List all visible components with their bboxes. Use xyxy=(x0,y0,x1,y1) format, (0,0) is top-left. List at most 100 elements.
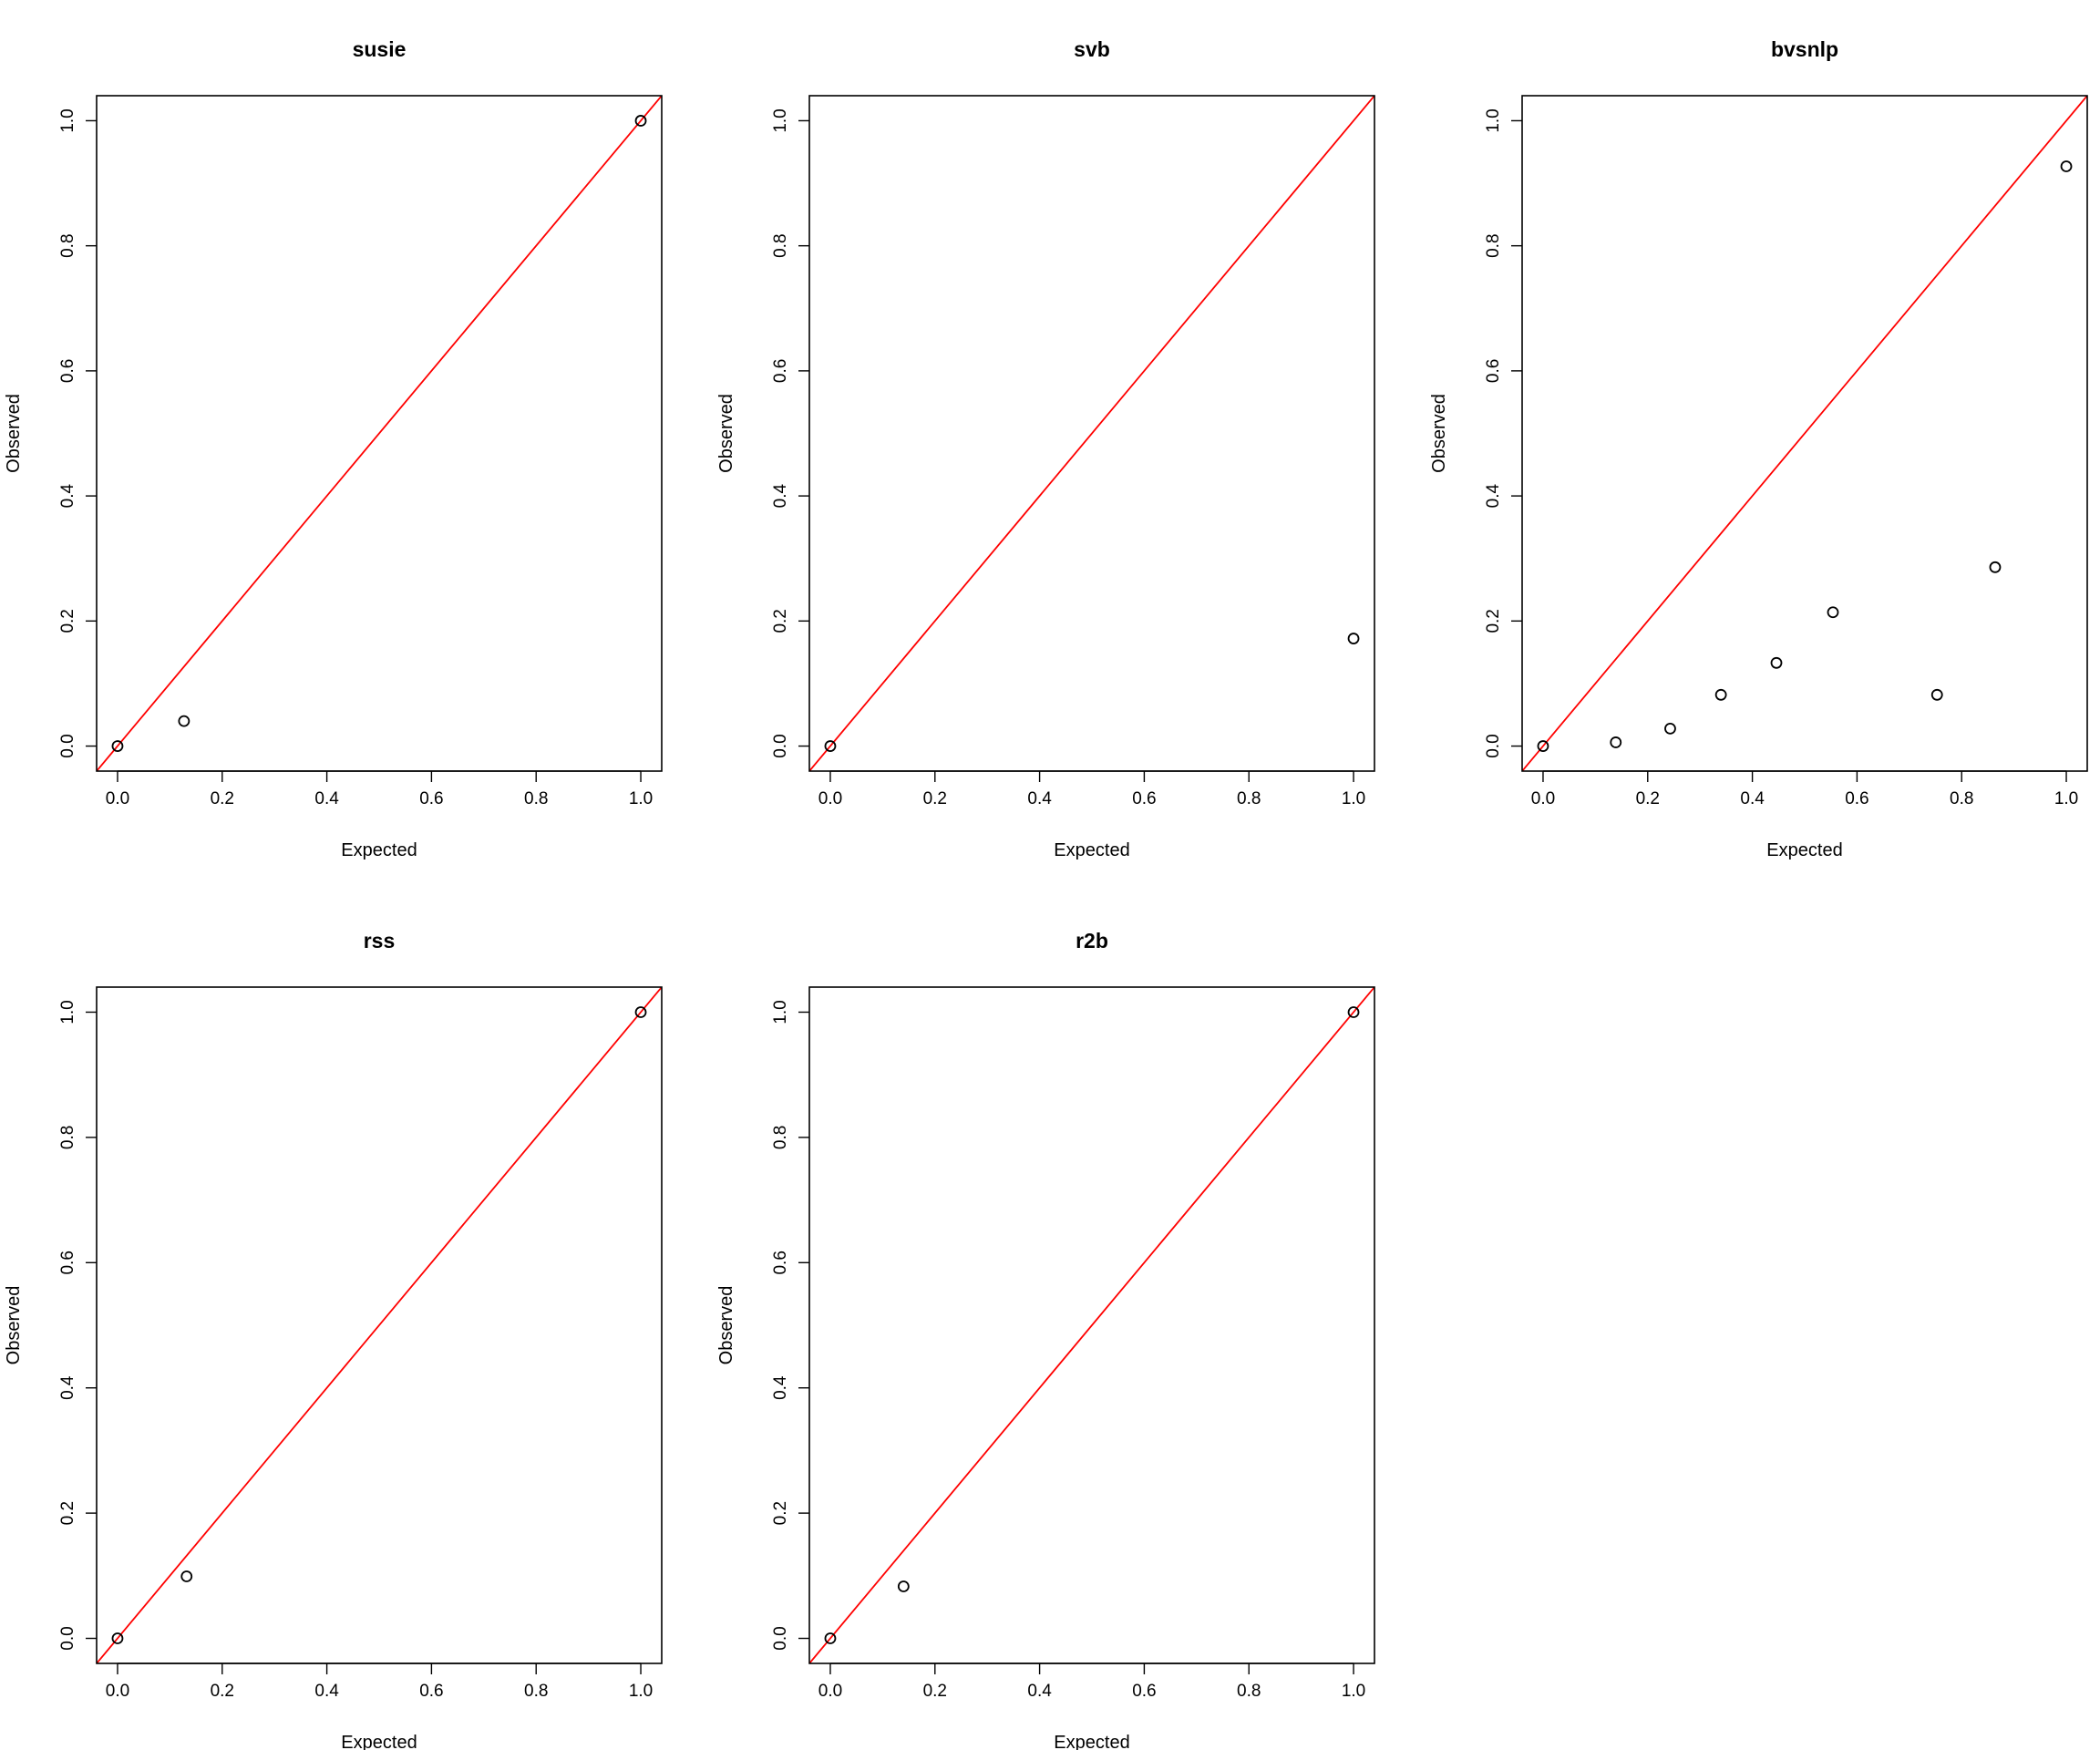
svb-x-axis-label: Expected xyxy=(1054,840,1129,860)
r2b-title: r2b xyxy=(1076,929,1108,952)
svb-x-tick-label-5: 1.0 xyxy=(1342,789,1365,808)
bvsnlp-y-tick-label-2: 0.4 xyxy=(1484,483,1503,508)
bvsnlp-y-tick-label-5: 1.0 xyxy=(1484,108,1503,132)
susie-x-tick-label-1: 0.2 xyxy=(211,789,234,808)
bvsnlp-x-tick-label-1: 0.2 xyxy=(1636,789,1660,808)
svb-point-1 xyxy=(1347,633,1360,644)
r2b-x-tick-label-0: 0.0 xyxy=(818,1682,842,1701)
r2b-x-tick-label-1: 0.2 xyxy=(923,1682,947,1701)
svb-y-tick-label-5: 1.0 xyxy=(771,108,790,132)
susie-point-0 xyxy=(111,740,124,752)
svb-y-tick-label-4: 0.8 xyxy=(771,233,790,257)
rss-point-0 xyxy=(111,1632,124,1644)
svb-y-tick-label-3: 0.6 xyxy=(771,359,790,383)
rss-y-tick-label-4: 0.8 xyxy=(58,1126,77,1149)
panel-svb: 0.0 0.2 0.4 0.6 0.8 1.0 0.0 0.2 0.4 0.6 0.8 1.0 svb E… xyxy=(716,37,1375,860)
bvsnlp-y-tick-label-0: 0.0 xyxy=(1484,734,1503,757)
rss-x-tick-label-0: 0.0 xyxy=(106,1682,129,1701)
svb-point-0 xyxy=(824,740,837,752)
bvsnlp-y-tick-label-1: 0.2 xyxy=(1484,609,1503,633)
bvsnlp-x-tick-label-2: 0.4 xyxy=(1740,789,1765,808)
r2b-point-0 xyxy=(824,1632,837,1644)
r2b-reference-line xyxy=(809,987,1374,1663)
r2b-x-tick-label-5: 1.0 xyxy=(1342,1682,1365,1701)
r2b-y-tick-label-2: 0.4 xyxy=(771,1375,790,1400)
rss-y-tick-label-0: 0.0 xyxy=(58,1626,77,1650)
svb-y-tick-label-1: 0.2 xyxy=(771,609,790,633)
r2b-point-1 xyxy=(897,1580,910,1592)
r2b-y-tick-label-1: 0.2 xyxy=(771,1501,790,1525)
r2b-y-tick-label-5: 1.0 xyxy=(771,1000,790,1024)
rss-point-1 xyxy=(180,1570,193,1582)
bvsnlp-point-8 xyxy=(2060,160,2073,172)
rss-y-tick-label-5: 1.0 xyxy=(58,1000,77,1024)
r2b-x-axis-label: Expected xyxy=(1054,1733,1129,1750)
bvsnlp-y-axis-label: Observed xyxy=(1429,394,1449,473)
svb-x-tick-label-2: 0.4 xyxy=(1027,789,1052,808)
susie-x-tick-label-4: 0.8 xyxy=(524,789,548,808)
panel-rss: 0.0 0.2 0.4 0.6 0.8 1.0 0.0 0.2 0.4 0.6 0.8 1.0 rss E… xyxy=(4,929,663,1750)
susie-y-tick-label-2: 0.4 xyxy=(58,483,77,508)
rss-y-tick-label-3: 0.6 xyxy=(58,1251,77,1274)
susie-x-tick-label-2: 0.4 xyxy=(314,789,339,808)
panel-susie: 0.0 0.2 0.4 0.6 0.8 1.0 0.0 0.2 0.4 0.6 0.8 1.0 susi… xyxy=(4,37,663,860)
bvsnlp-point-3 xyxy=(1714,688,1727,701)
rss-x-tick-label-1: 0.2 xyxy=(211,1682,234,1701)
bvsnlp-point-5 xyxy=(1827,606,1839,619)
susie-y-tick-label-5: 1.0 xyxy=(58,108,77,132)
susie-x-tick-label-3: 0.6 xyxy=(419,789,443,808)
svb-x-tick-label-1: 0.2 xyxy=(923,789,947,808)
rss-reference-line xyxy=(97,987,662,1663)
susie-y-axis-label: Observed xyxy=(4,394,24,473)
bvsnlp-x-tick-label-3: 0.6 xyxy=(1845,789,1868,808)
svb-reference-line xyxy=(809,96,1374,771)
susie-y-tick-label-4: 0.8 xyxy=(58,233,77,257)
rss-x-tick-label-4: 0.8 xyxy=(524,1682,548,1701)
r2b-x-tick-label-3: 0.6 xyxy=(1132,1682,1156,1701)
rss-x-tick-label-5: 1.0 xyxy=(629,1682,653,1701)
r2b-y-tick-label-0: 0.0 xyxy=(771,1626,790,1650)
svb-y-tick-label-2: 0.4 xyxy=(771,483,790,508)
bvsnlp-reference-line xyxy=(1522,96,2087,771)
susie-reference-line xyxy=(97,96,662,771)
r2b-x-tick-label-2: 0.4 xyxy=(1027,1682,1052,1701)
bvsnlp-point-2 xyxy=(1664,722,1676,735)
r2b-x-tick-label-4: 0.8 xyxy=(1237,1682,1261,1701)
rss-y-axis-label: Observed xyxy=(4,1286,24,1365)
bvsnlp-x-tick-label-0: 0.0 xyxy=(1531,789,1555,808)
rss-y-tick-label-1: 0.2 xyxy=(58,1501,77,1525)
susie-title: susie xyxy=(353,37,407,61)
rss-x-axis-label: Expected xyxy=(341,1733,417,1750)
bvsnlp-point-6 xyxy=(1930,688,1943,701)
svb-y-tick-label-0: 0.0 xyxy=(771,734,790,757)
bvsnlp-y-tick-label-3: 0.6 xyxy=(1484,359,1503,383)
bvsnlp-y-tick-label-4: 0.8 xyxy=(1484,233,1503,257)
r2b-y-tick-label-3: 0.6 xyxy=(771,1251,790,1274)
r2b-y-axis-label: Observed xyxy=(716,1286,736,1365)
r2b-y-tick-label-4: 0.8 xyxy=(771,1126,790,1149)
susie-x-tick-label-5: 1.0 xyxy=(629,789,653,808)
r2b-point-2 xyxy=(1347,1006,1360,1018)
bvsnlp-x-axis-label: Expected xyxy=(1766,840,1842,860)
susie-y-tick-label-3: 0.6 xyxy=(58,359,77,383)
rss-x-tick-label-3: 0.6 xyxy=(419,1682,443,1701)
svb-x-tick-label-0: 0.0 xyxy=(818,789,842,808)
svb-title: svb xyxy=(1074,37,1110,61)
svb-x-tick-label-3: 0.6 xyxy=(1132,789,1156,808)
rss-point-2 xyxy=(634,1006,647,1018)
bvsnlp-point-4 xyxy=(1770,656,1783,669)
bvsnlp-point-1 xyxy=(1610,736,1622,748)
bvsnlp-point-0 xyxy=(1537,740,1549,752)
svb-y-axis-label: Observed xyxy=(716,394,736,473)
susie-x-axis-label: Expected xyxy=(341,840,417,860)
bvsnlp-title: bvsnlp xyxy=(1771,37,1838,61)
bvsnlp-x-tick-label-5: 1.0 xyxy=(2054,789,2078,808)
susie-y-tick-label-1: 0.2 xyxy=(58,609,77,633)
rss-y-tick-label-2: 0.4 xyxy=(58,1375,77,1400)
rss-title: rss xyxy=(364,929,396,952)
susie-point-2 xyxy=(634,115,647,127)
svb-x-tick-label-4: 0.8 xyxy=(1237,789,1261,808)
bvsnlp-point-7 xyxy=(1989,561,2002,573)
panel-r2b: 0.0 0.2 0.4 0.6 0.8 1.0 0.0 0.2 0.4 0.6 0.8 1.0 r2b E… xyxy=(716,929,1375,1750)
